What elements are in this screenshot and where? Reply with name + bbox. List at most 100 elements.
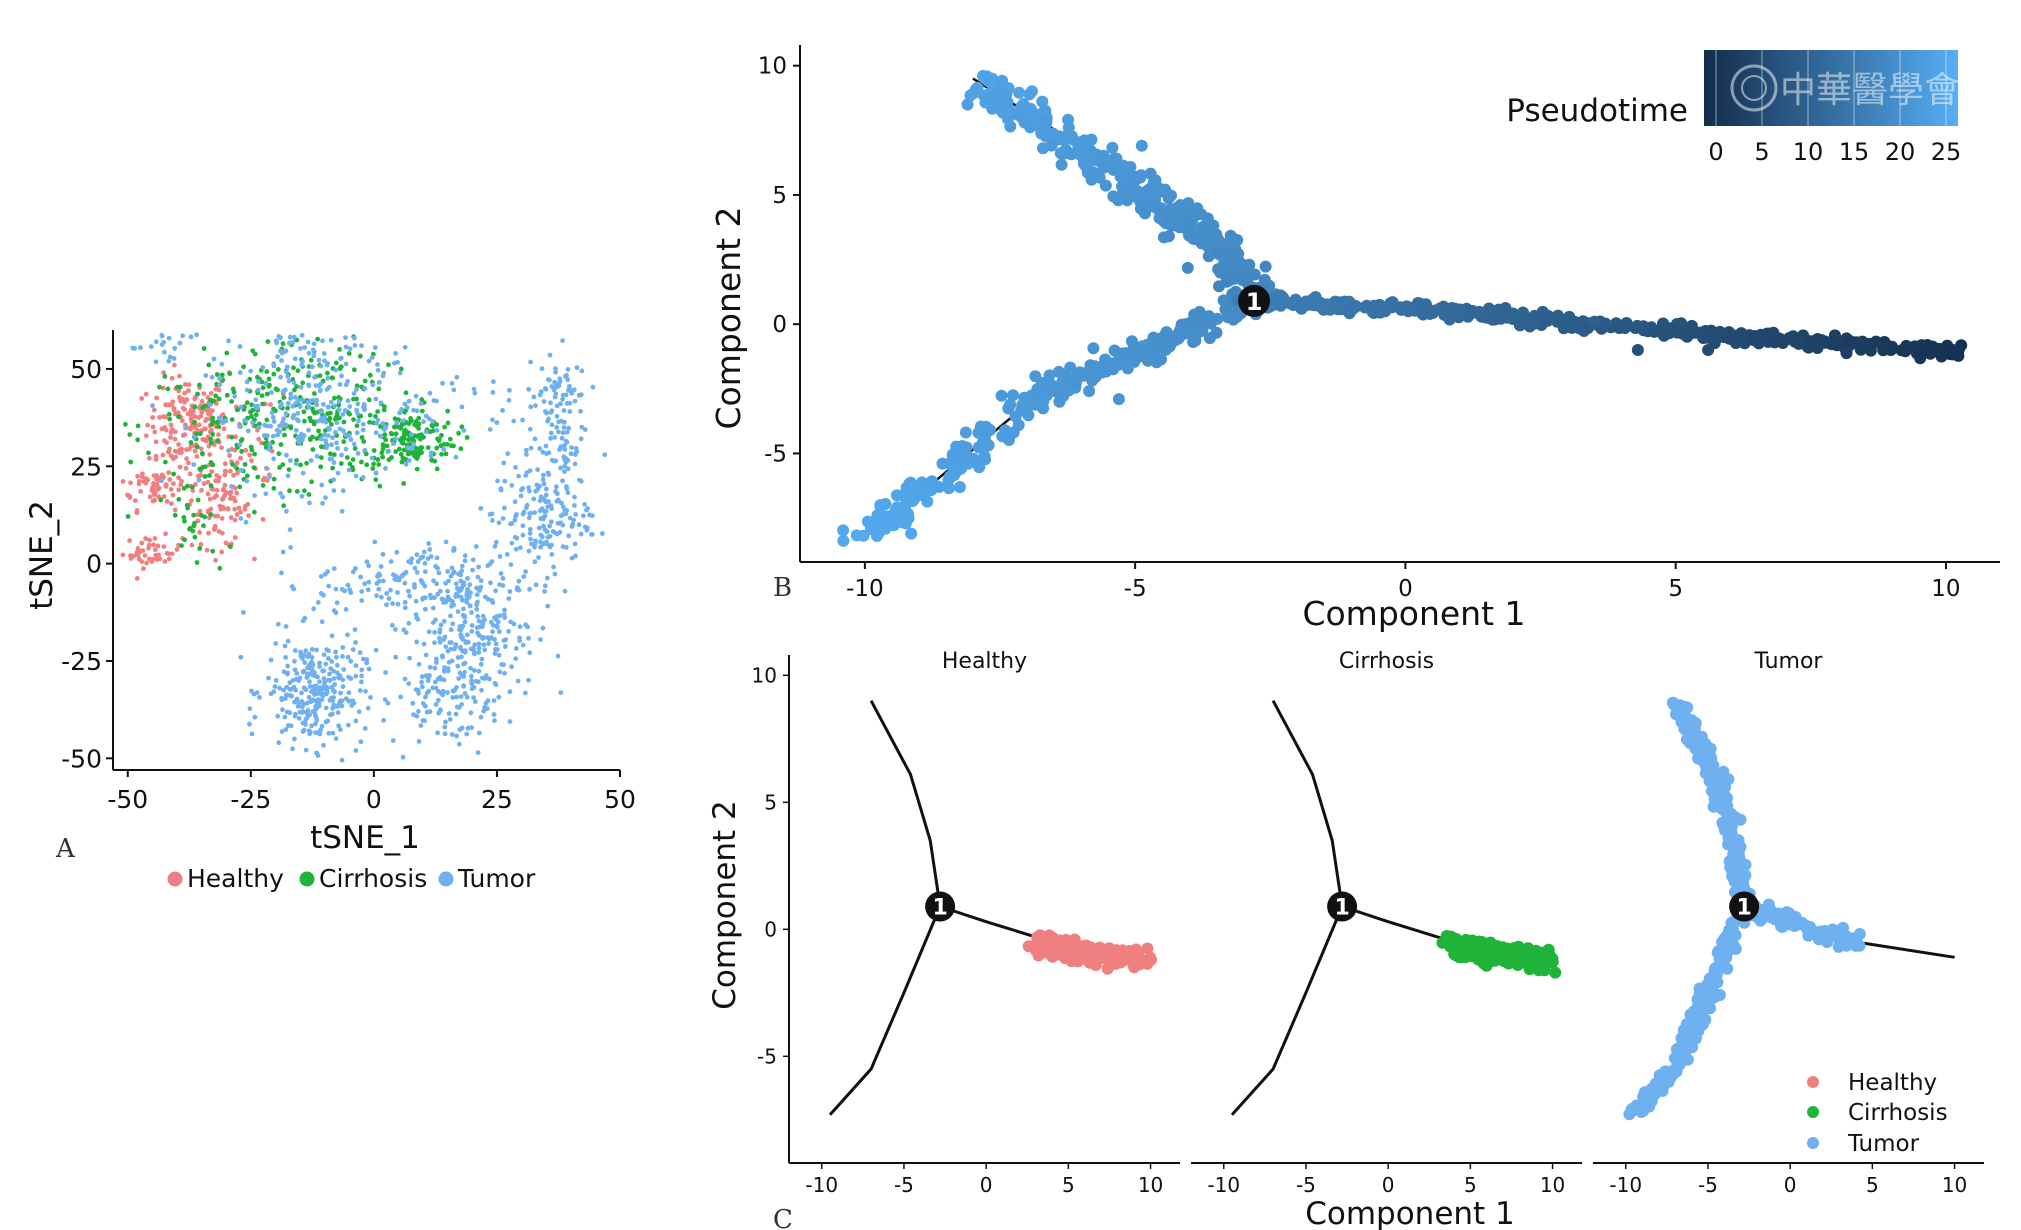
scatter-point-tumor [421,549,427,555]
scatter-point-cirrhosis [166,411,172,417]
scatter-point-healthy [212,527,218,532]
scatter-point-cirrhosis [264,369,270,374]
scatter-point-tumor [549,552,555,557]
scatter-point-healthy [208,391,214,396]
scatter-point-tumor [237,442,243,448]
scatter-point-cirrhosis [190,484,195,490]
scatter-point-tumor [351,335,357,341]
scatter-point-healthy [174,547,180,552]
scatter-point-tumor [458,594,464,600]
scatter-point-healthy [176,475,182,481]
scatter-point-tumor [284,508,289,514]
scatter-point-tumor [554,403,560,409]
scatter-point-tumor [470,646,476,651]
scatter-point-tumor [479,656,485,662]
scatter-point-healthy [231,472,236,478]
scatter-point-healthy [184,456,190,462]
legend-dot-healthy [167,871,183,887]
scatter-point-tumor [590,384,596,390]
scatter-point-cirrhosis [252,451,257,457]
scatter-point-tumor [390,601,395,606]
scatter-point-tumor [308,458,314,463]
scatter-point-healthy [169,501,174,507]
scatter-point-healthy [128,553,133,558]
scatter-point-tumor [406,559,411,564]
scatter-point-tumor [260,365,266,370]
scatter-point-tumor [298,346,303,351]
scatter-point-tumor [368,695,373,700]
scatter-point-tumor [1690,1032,1702,1045]
scatter-point-tumor [488,580,493,586]
x-tick-label: -25 [230,785,271,814]
scatter-point-tumor [283,348,289,354]
pseudotime-point [1348,299,1361,312]
pseudotime-point [1485,313,1498,325]
scatter-point-tumor [487,427,493,432]
scatter-point-cirrhosis [1451,943,1463,956]
scatter-point-tumor [402,599,408,605]
scatter-point-healthy [219,549,225,555]
scatter-point-tumor [375,417,381,423]
scatter-point-cirrhosis [298,462,303,468]
scatter-point-tumor [502,607,507,613]
pseudotime-point [1685,319,1698,332]
scatter-point-tumor [422,561,428,566]
scatter-point-tumor [261,433,267,438]
scatter-point-tumor [409,556,415,562]
scatter-point-cirrhosis [194,560,200,565]
scatter-point-tumor [244,478,250,484]
scatter-point-tumor [373,470,379,476]
scatter-point-tumor [459,404,465,410]
scatter-point-tumor [369,355,375,360]
scatter-point-cirrhosis [211,398,217,404]
scatter-point-cirrhosis [192,420,197,425]
scatter-point-tumor [1832,940,1845,953]
scatter-point-cirrhosis [135,423,141,429]
scatter-point-cirrhosis [410,451,416,456]
scatter-point-tumor [313,383,319,388]
scatter-point-tumor [352,343,358,348]
scatter-point-tumor [226,448,231,453]
scatter-point-tumor [434,660,439,665]
scatter-point-tumor [516,473,521,479]
scatter-point-tumor [474,625,480,630]
scatter-point-tumor [458,644,463,650]
scatter-point-tumor [554,531,560,537]
scatter-point-tumor [1849,934,1862,947]
scatter-point-tumor [322,679,328,685]
scatter-point-tumor [540,625,546,631]
scatter-point-tumor [506,397,512,403]
scatter-point-healthy [207,452,213,457]
scatter-point-cirrhosis [377,483,383,489]
scatter-point-tumor [322,432,327,438]
scatter-point-cirrhosis [294,489,300,494]
scatter-point-cirrhosis [237,484,243,490]
scatter-point-healthy [161,414,166,419]
scatter-point-healthy [191,409,196,414]
scatter-point-healthy [170,492,176,498]
x-tick-label: 0 [1784,1173,1797,1197]
pseudotime-point [959,426,972,439]
scatter-point-tumor [562,469,567,474]
scatter-point-tumor [369,455,375,461]
scatter-point-tumor [219,361,225,367]
scatter-point-cirrhosis [195,497,201,503]
scatter-point-tumor [576,522,582,528]
scatter-point-tumor [291,334,297,340]
scatter-point-tumor [544,575,550,581]
colorbar-gradient [1704,50,1958,126]
pseudotime-point [1082,366,1095,379]
pseudotime-point [1045,139,1058,152]
scatter-point-healthy [164,550,170,556]
scatter-point-tumor [552,571,558,577]
scatter-point-tumor [216,415,222,421]
scatter-point-tumor [455,593,460,599]
scatter-point-cirrhosis [209,421,215,427]
scatter-point-cirrhosis [438,443,444,449]
scatter-point-tumor [333,649,338,655]
scatter-point-tumor [276,740,282,746]
scatter-point-cirrhosis [416,426,421,431]
scatter-point-tumor [527,650,533,656]
scatter-point-cirrhosis [277,465,282,470]
